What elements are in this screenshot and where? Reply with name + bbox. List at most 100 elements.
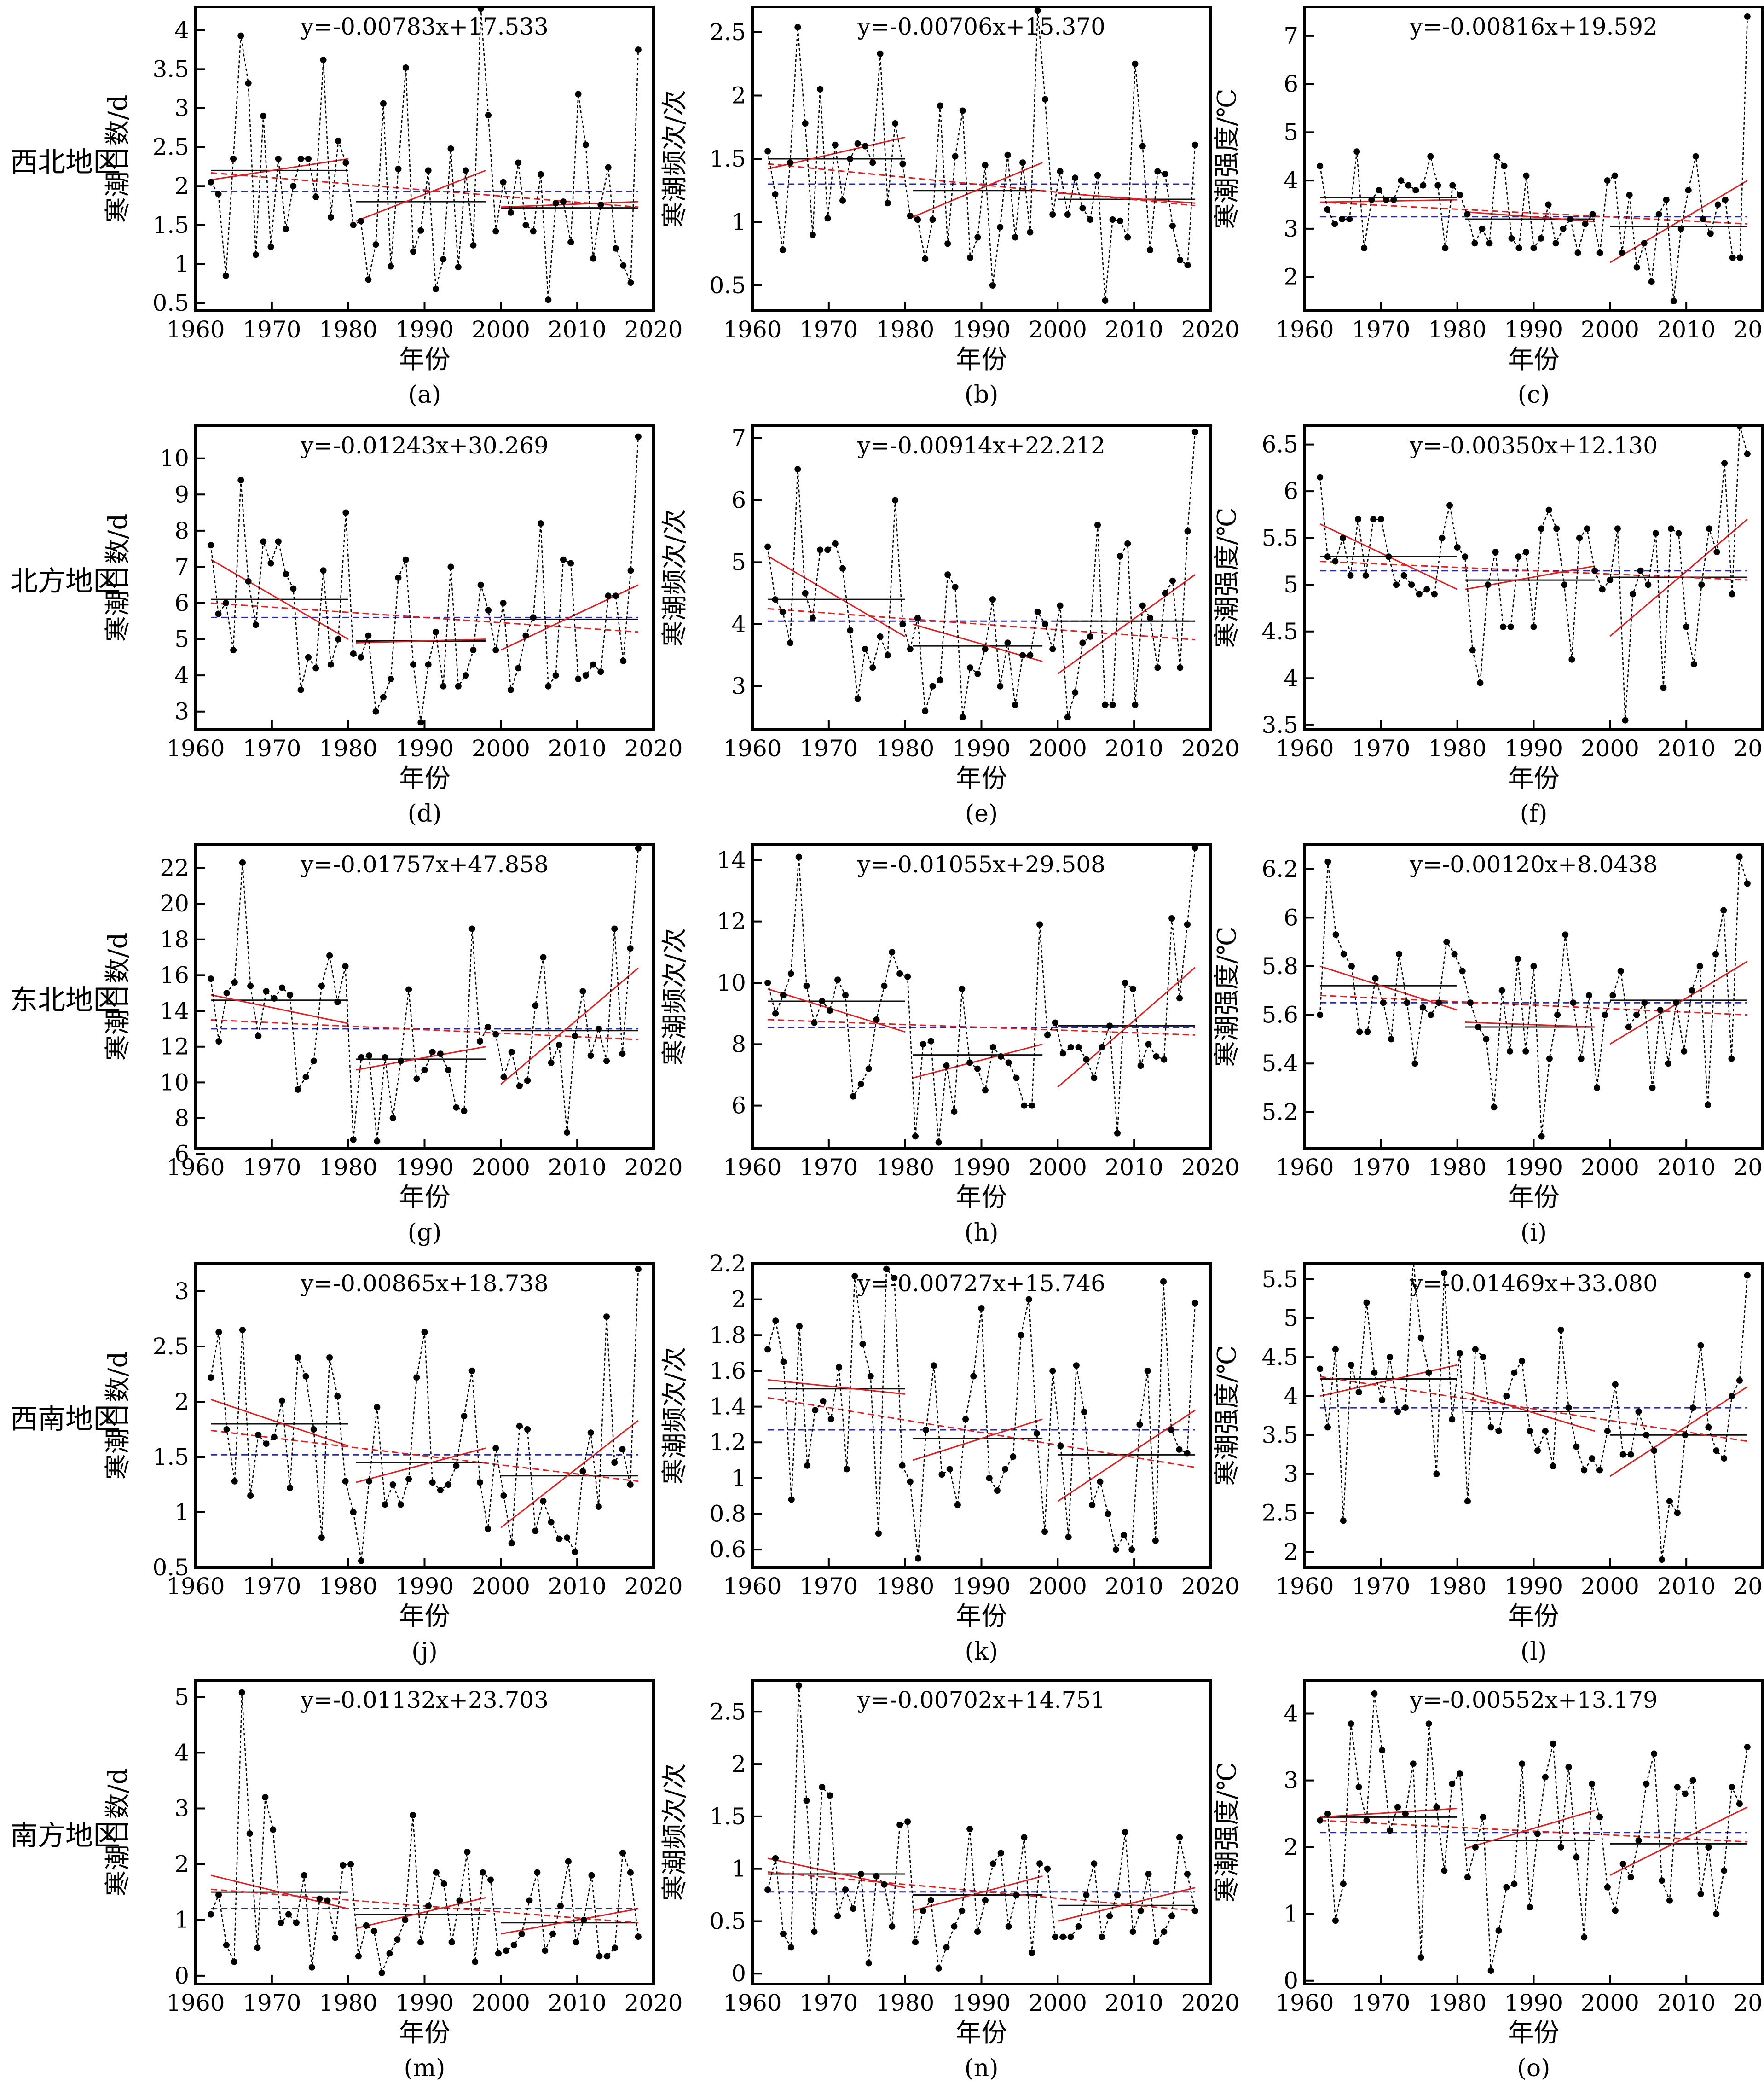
data-point xyxy=(297,686,304,693)
x-tick-label: 2020 xyxy=(1181,1573,1239,1600)
y-tick-label: 2 xyxy=(174,173,189,199)
data-point xyxy=(1139,602,1146,609)
data-point xyxy=(811,1019,818,1026)
overall-trend-line xyxy=(211,1019,638,1040)
plot-area xyxy=(208,433,642,726)
data-point xyxy=(989,596,996,603)
y-tick-label: 2.5 xyxy=(152,1333,189,1360)
data-point xyxy=(1707,230,1714,237)
data-point xyxy=(342,1478,349,1485)
x-tick-label: 2020 xyxy=(624,735,682,762)
period-trend-line xyxy=(1057,967,1196,1088)
y-tick-label: 1.8 xyxy=(709,1322,746,1348)
x-tick-label: 1960 xyxy=(723,735,781,762)
data-point xyxy=(1122,980,1128,986)
y-axis-label: 寒潮日数/d xyxy=(103,933,133,1061)
data-point xyxy=(1645,581,1652,588)
data-point xyxy=(1169,222,1176,229)
panel-label: (b) xyxy=(965,381,999,409)
series-line xyxy=(210,436,639,723)
data-point xyxy=(1612,1381,1619,1388)
data-point xyxy=(507,209,514,216)
data-point xyxy=(1729,591,1735,598)
data-point xyxy=(1079,205,1086,212)
period-trend-line xyxy=(356,638,486,644)
data-point xyxy=(935,1139,942,1146)
data-point xyxy=(267,244,274,250)
data-point xyxy=(883,1265,890,1272)
data-point xyxy=(1643,1432,1650,1439)
data-point xyxy=(522,221,529,228)
data-point xyxy=(271,995,278,1002)
period-trend-line xyxy=(1057,1410,1196,1502)
data-point xyxy=(567,560,574,567)
data-point xyxy=(327,214,334,221)
data-point xyxy=(1087,633,1093,640)
data-point xyxy=(463,672,469,679)
data-point xyxy=(1729,1784,1735,1791)
data-point xyxy=(1394,1804,1401,1811)
data-point xyxy=(1665,1060,1671,1067)
x-tick-label: 1970 xyxy=(799,316,858,343)
x-tick-label: 2010 xyxy=(1105,1573,1163,1600)
y-tick-label: 6.5 xyxy=(1261,431,1298,458)
data-point xyxy=(772,596,779,603)
data-point xyxy=(1094,172,1101,179)
x-tick-label: 1970 xyxy=(243,1990,301,2016)
data-point xyxy=(1670,298,1677,305)
x-tick-label: 1980 xyxy=(1428,316,1486,343)
data-point xyxy=(334,1393,341,1399)
data-point xyxy=(587,1052,594,1059)
data-point xyxy=(929,216,936,223)
regression-equation: y=-0.00865x+18.738 xyxy=(300,1270,549,1297)
data-point xyxy=(839,197,846,204)
y-axis-label: 寒潮强度/℃ xyxy=(1212,1345,1242,1486)
data-point xyxy=(1065,1534,1072,1540)
data-point xyxy=(839,565,846,572)
data-point xyxy=(946,1466,953,1473)
data-point xyxy=(779,609,786,615)
row-label: 南方地区 xyxy=(10,1820,121,1852)
data-point xyxy=(1021,1834,1028,1841)
chart-panel: 0.5 1 1.5 2 2.5 3 3.5 4 1960 1970 1980 1990 2000 2010… xyxy=(103,6,683,409)
x-tick-label: 2000 xyxy=(1029,1154,1087,1181)
data-point xyxy=(1736,1377,1743,1384)
period-trend-line xyxy=(912,162,1043,218)
data-point xyxy=(293,1919,300,1926)
panel-label: (l) xyxy=(1521,1638,1547,1666)
data-point xyxy=(899,621,906,628)
x-tick-label: 1970 xyxy=(1352,316,1410,343)
data-point xyxy=(1368,197,1375,203)
data-point xyxy=(954,1502,961,1509)
y-axis-label: 寒潮强度/℃ xyxy=(1212,88,1242,229)
overall-trend-line xyxy=(211,172,638,208)
y-tick-label: 1.5 xyxy=(709,1803,746,1830)
data-point xyxy=(951,1108,958,1115)
series-line xyxy=(210,8,639,300)
data-point xyxy=(1538,525,1545,532)
x-tick-label: 2010 xyxy=(548,316,607,343)
data-point xyxy=(247,982,254,989)
data-point xyxy=(308,1964,315,1971)
data-point xyxy=(1534,1447,1541,1454)
data-point xyxy=(1128,1546,1135,1553)
data-point xyxy=(573,1939,579,1946)
data-point xyxy=(1721,1867,1728,1874)
data-point xyxy=(1075,1044,1082,1050)
data-point xyxy=(1682,1790,1689,1797)
data-point xyxy=(1446,502,1453,509)
x-tick-label: 1990 xyxy=(1504,1990,1563,2016)
data-point xyxy=(764,148,771,155)
data-point xyxy=(1004,639,1011,646)
chart-panel: 0 1 2 3 4 1960 1970 1980 1990 2000 2010 2020 年份 (o) 寒潮… xyxy=(1212,1679,1764,2082)
data-point xyxy=(1508,235,1515,242)
data-point xyxy=(1457,192,1463,198)
data-point xyxy=(1648,279,1655,285)
y-tick-label: 0.5 xyxy=(709,272,746,299)
plot-area xyxy=(208,845,642,1145)
data-point xyxy=(492,1445,499,1451)
x-tick-label: 1990 xyxy=(952,316,1011,343)
data-point xyxy=(832,141,839,148)
x-tick-label: 1970 xyxy=(1352,1990,1410,2016)
data-point xyxy=(468,925,475,932)
